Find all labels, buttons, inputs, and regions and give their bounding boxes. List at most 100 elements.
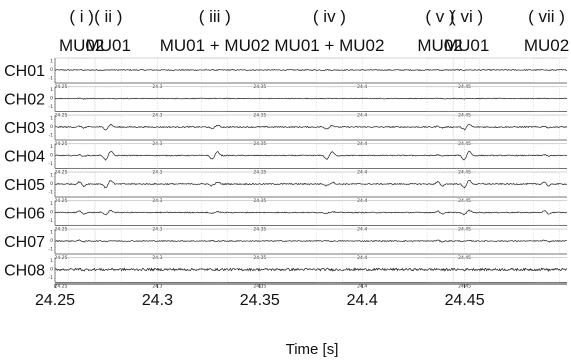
mini-y-tick: 0 (50, 181, 53, 187)
event-window (426, 143, 454, 169)
mini-x-tick: 24.25 (55, 227, 68, 233)
event-window (201, 115, 228, 140)
event-window (68, 115, 95, 140)
event-numeral: ( iv ) (313, 7, 346, 26)
mini-y-tick: -1 (49, 104, 54, 110)
event-window (533, 200, 560, 226)
event-window (201, 200, 228, 226)
event-unit-label: MU01 + MU02 (274, 36, 384, 55)
channel-label: CH03 (4, 120, 45, 137)
event-window (316, 229, 343, 254)
x-axis-title: Time [s] (286, 341, 339, 358)
mini-x-tick: 24.25 (55, 84, 68, 90)
event-labels: ( i ) MU02 ( ii ) MU01 ( iii ) MU01 + MU02 ( i… (59, 7, 569, 55)
event-window (94, 257, 122, 283)
mini-y-tick: 1 (50, 144, 53, 150)
event-unit-label: MU02 (59, 36, 104, 55)
event-window (94, 172, 122, 197)
event-window (533, 229, 560, 254)
event-window (426, 58, 454, 83)
signal-line (54, 209, 568, 216)
mini-x-tick: 24.25 (55, 113, 68, 119)
channel-label: CH02 (4, 92, 45, 109)
mini-x-tick: 24.25 (55, 170, 68, 176)
event-window (68, 200, 95, 226)
channel-label: CH05 (4, 177, 45, 194)
event-window (426, 200, 454, 226)
event-window (68, 58, 95, 83)
event-window (201, 143, 228, 169)
event-window (533, 58, 560, 83)
mini-y-tick: 0 (50, 210, 53, 216)
event-window (201, 172, 228, 197)
channel-label: CH04 (4, 149, 45, 166)
mini-y-tick: -1 (49, 275, 54, 281)
event-window (94, 229, 122, 254)
event-window (453, 86, 480, 112)
mini-y-tick: 1 (50, 59, 53, 65)
signal-line (54, 267, 568, 273)
event-window (94, 200, 122, 226)
channel-label: CH06 (4, 206, 45, 223)
event-window (94, 143, 122, 169)
mini-x-tick: 24.25 (55, 284, 68, 290)
mini-y-tick: 1 (50, 87, 53, 93)
x-tick-label: 24.3 (142, 292, 173, 309)
event-window (533, 172, 560, 197)
mini-y-tick: -1 (49, 161, 54, 167)
mini-y-tick: 0 (50, 124, 53, 130)
event-window (533, 143, 560, 169)
signal-line (54, 150, 568, 161)
mini-y-tick: -1 (49, 218, 54, 224)
event-window (201, 58, 228, 83)
x-axis: 24.25 24.3 24.35 24.4 24.45 (35, 283, 567, 309)
event-numeral: ( vii ) (528, 7, 565, 26)
event-window (453, 257, 480, 283)
x-tick-label: 24.45 (445, 292, 485, 309)
mini-y-tick: 1 (50, 201, 53, 207)
event-window (94, 86, 122, 112)
event-unit-label: MU02 (417, 36, 462, 55)
mini-y-tick: 0 (50, 238, 53, 244)
mini-y-tick: 0 (50, 96, 53, 102)
event-window (201, 86, 228, 112)
channel-panels: 10-124.25 24.3 24.35 24.4 24.45CH0110-124.25… (4, 57, 568, 290)
event-window (68, 143, 95, 169)
mini-y-tick: -1 (49, 190, 54, 196)
signal-line (54, 123, 568, 131)
event-window (201, 229, 228, 254)
event-window (68, 86, 95, 112)
event-window (453, 58, 480, 83)
mini-y-tick: 1 (50, 173, 53, 179)
x-tick-label: 24.35 (240, 292, 280, 309)
event-window (201, 257, 228, 283)
event-window (68, 172, 95, 197)
mini-y-tick: 0 (50, 153, 53, 159)
event-window (426, 86, 454, 112)
mini-y-tick: 1 (50, 258, 53, 264)
event-window (316, 86, 343, 112)
event-window (426, 229, 454, 254)
event-numeral: ( vi ) (450, 7, 483, 26)
event-window (453, 115, 480, 140)
channel-label: CH01 (4, 63, 45, 80)
event-numeral: ( ii ) (94, 7, 122, 26)
event-window (316, 143, 343, 169)
mini-y-tick: 0 (50, 67, 53, 73)
event-unit-label: MU02 (524, 36, 569, 55)
event-unit-label: MU01 (86, 36, 131, 55)
mini-y-tick: 1 (50, 116, 53, 122)
x-tick-label: 24.25 (35, 292, 75, 309)
mini-y-tick: -1 (49, 247, 54, 253)
mini-x-tick: 24.25 (55, 141, 68, 147)
signal-line (54, 179, 568, 189)
signal-line (54, 239, 568, 243)
